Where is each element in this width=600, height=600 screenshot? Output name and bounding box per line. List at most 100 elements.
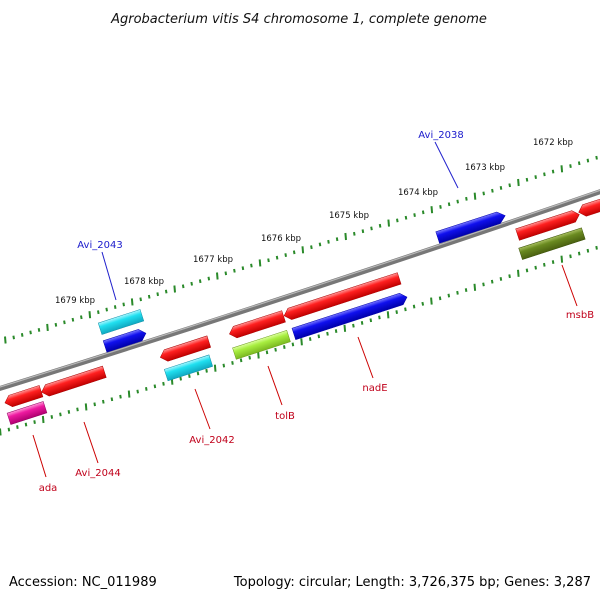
minor-tick xyxy=(139,297,142,302)
minor-tick xyxy=(327,239,330,244)
gene-feature[interactable] xyxy=(228,310,286,340)
minor-tick xyxy=(122,302,125,307)
minor-tick xyxy=(190,281,193,286)
chromosome-backbone-highlight xyxy=(0,189,600,388)
minor-tick xyxy=(543,172,546,177)
major-tick xyxy=(88,311,92,319)
minor-tick xyxy=(153,384,157,389)
minor-tick xyxy=(164,289,168,294)
major-tick xyxy=(173,285,176,293)
gene-feature[interactable] xyxy=(515,209,582,241)
minor-tick xyxy=(147,294,151,299)
gene-label-avi-2038[interactable]: Avi_2038 xyxy=(418,130,463,141)
scale-label-1674: 1674 kbp xyxy=(398,188,438,198)
gene-label-avi-2043[interactable]: Avi_2043 xyxy=(77,240,122,251)
minor-tick xyxy=(222,363,226,368)
major-tick xyxy=(387,219,390,227)
scale-label-1676: 1676 kbp xyxy=(261,234,301,244)
minor-tick xyxy=(508,183,511,188)
minor-tick xyxy=(490,279,494,284)
minor-tick xyxy=(595,245,598,250)
minor-tick xyxy=(447,293,451,298)
gene-feature[interactable] xyxy=(40,365,107,398)
minor-tick xyxy=(248,355,251,360)
callout-line xyxy=(194,388,211,430)
minor-tick xyxy=(412,304,416,309)
minor-tick xyxy=(586,158,590,163)
minor-tick xyxy=(76,407,79,412)
gene-label-ada[interactable]: ada xyxy=(39,483,58,494)
scale-label-1673: 1673 kbp xyxy=(465,163,505,173)
minor-tick xyxy=(7,427,11,432)
gene-feature[interactable] xyxy=(435,210,507,244)
minor-tick xyxy=(24,422,28,427)
minor-tick xyxy=(525,177,529,182)
gene-feature[interactable] xyxy=(577,197,600,218)
minor-tick xyxy=(233,268,236,273)
chromosome-backbone xyxy=(0,189,600,392)
minor-tick xyxy=(33,420,36,424)
gene-callouts: Avi_2038 Avi_2043 msbB nadE tolB Avi_204… xyxy=(32,130,594,494)
major-tick xyxy=(300,338,303,346)
gene-feature[interactable] xyxy=(3,385,44,408)
gene-feature[interactable] xyxy=(97,309,145,335)
gene-feature[interactable] xyxy=(518,227,586,260)
major-tick xyxy=(386,311,390,319)
minor-tick xyxy=(239,358,243,363)
callout-line xyxy=(267,365,283,406)
gene-feature[interactable] xyxy=(6,401,48,425)
reverse-strand-genes xyxy=(6,227,586,425)
minor-tick xyxy=(145,387,148,391)
minor-tick xyxy=(308,337,312,341)
minor-tick xyxy=(71,317,75,322)
scale-label-1672: 1672 kbp xyxy=(533,138,573,148)
minor-tick xyxy=(291,342,295,347)
minor-tick xyxy=(63,320,66,325)
minor-tick xyxy=(231,361,234,365)
minor-tick xyxy=(465,196,468,201)
minor-tick xyxy=(395,310,398,314)
callout-line xyxy=(561,264,578,307)
minor-tick xyxy=(265,350,269,355)
gene-label-msbB[interactable]: msbB xyxy=(566,310,594,321)
callout-line xyxy=(357,336,374,379)
minor-tick xyxy=(102,399,105,404)
minor-tick xyxy=(551,169,555,174)
callout-line xyxy=(434,141,459,189)
minor-tick xyxy=(12,335,15,340)
gene-label-tolB[interactable]: tolB xyxy=(275,411,295,422)
scale-label-1675: 1675 kbp xyxy=(329,211,369,221)
gene-label-avi-2042[interactable]: Avi_2042 xyxy=(189,435,234,446)
gene-feature[interactable] xyxy=(282,272,402,322)
major-tick xyxy=(84,403,88,411)
minor-tick xyxy=(326,331,329,336)
major-tick xyxy=(560,165,564,173)
forward-strand-genes xyxy=(3,197,600,408)
minor-tick xyxy=(404,307,407,312)
minor-tick xyxy=(59,412,62,417)
minor-tick xyxy=(335,237,339,242)
minor-tick xyxy=(378,315,381,320)
minor-tick xyxy=(275,255,279,260)
summary-text: Topology: circular; Length: 3,726,375 bp… xyxy=(233,575,591,590)
minor-tick xyxy=(181,284,185,289)
gene-label-nadE[interactable]: nadE xyxy=(362,383,387,394)
gene-feature[interactable] xyxy=(232,330,291,360)
minor-tick xyxy=(67,410,71,414)
minor-tick xyxy=(577,251,581,256)
minor-tick xyxy=(534,265,537,270)
minor-tick xyxy=(310,245,313,250)
minor-tick xyxy=(16,425,19,429)
scale-label-1677: 1677 kbp xyxy=(193,255,233,265)
gene-label-avi-2044[interactable]: Avi_2044 xyxy=(75,468,120,479)
major-tick xyxy=(344,232,347,241)
major-tick xyxy=(258,259,262,267)
minor-tick xyxy=(162,381,165,386)
minor-tick xyxy=(318,242,322,247)
gene-feature[interactable] xyxy=(102,327,148,353)
minor-tick xyxy=(369,318,373,323)
gene-feature[interactable] xyxy=(291,291,409,340)
gene-feature[interactable] xyxy=(158,335,211,363)
gene-feature[interactable] xyxy=(163,354,213,382)
